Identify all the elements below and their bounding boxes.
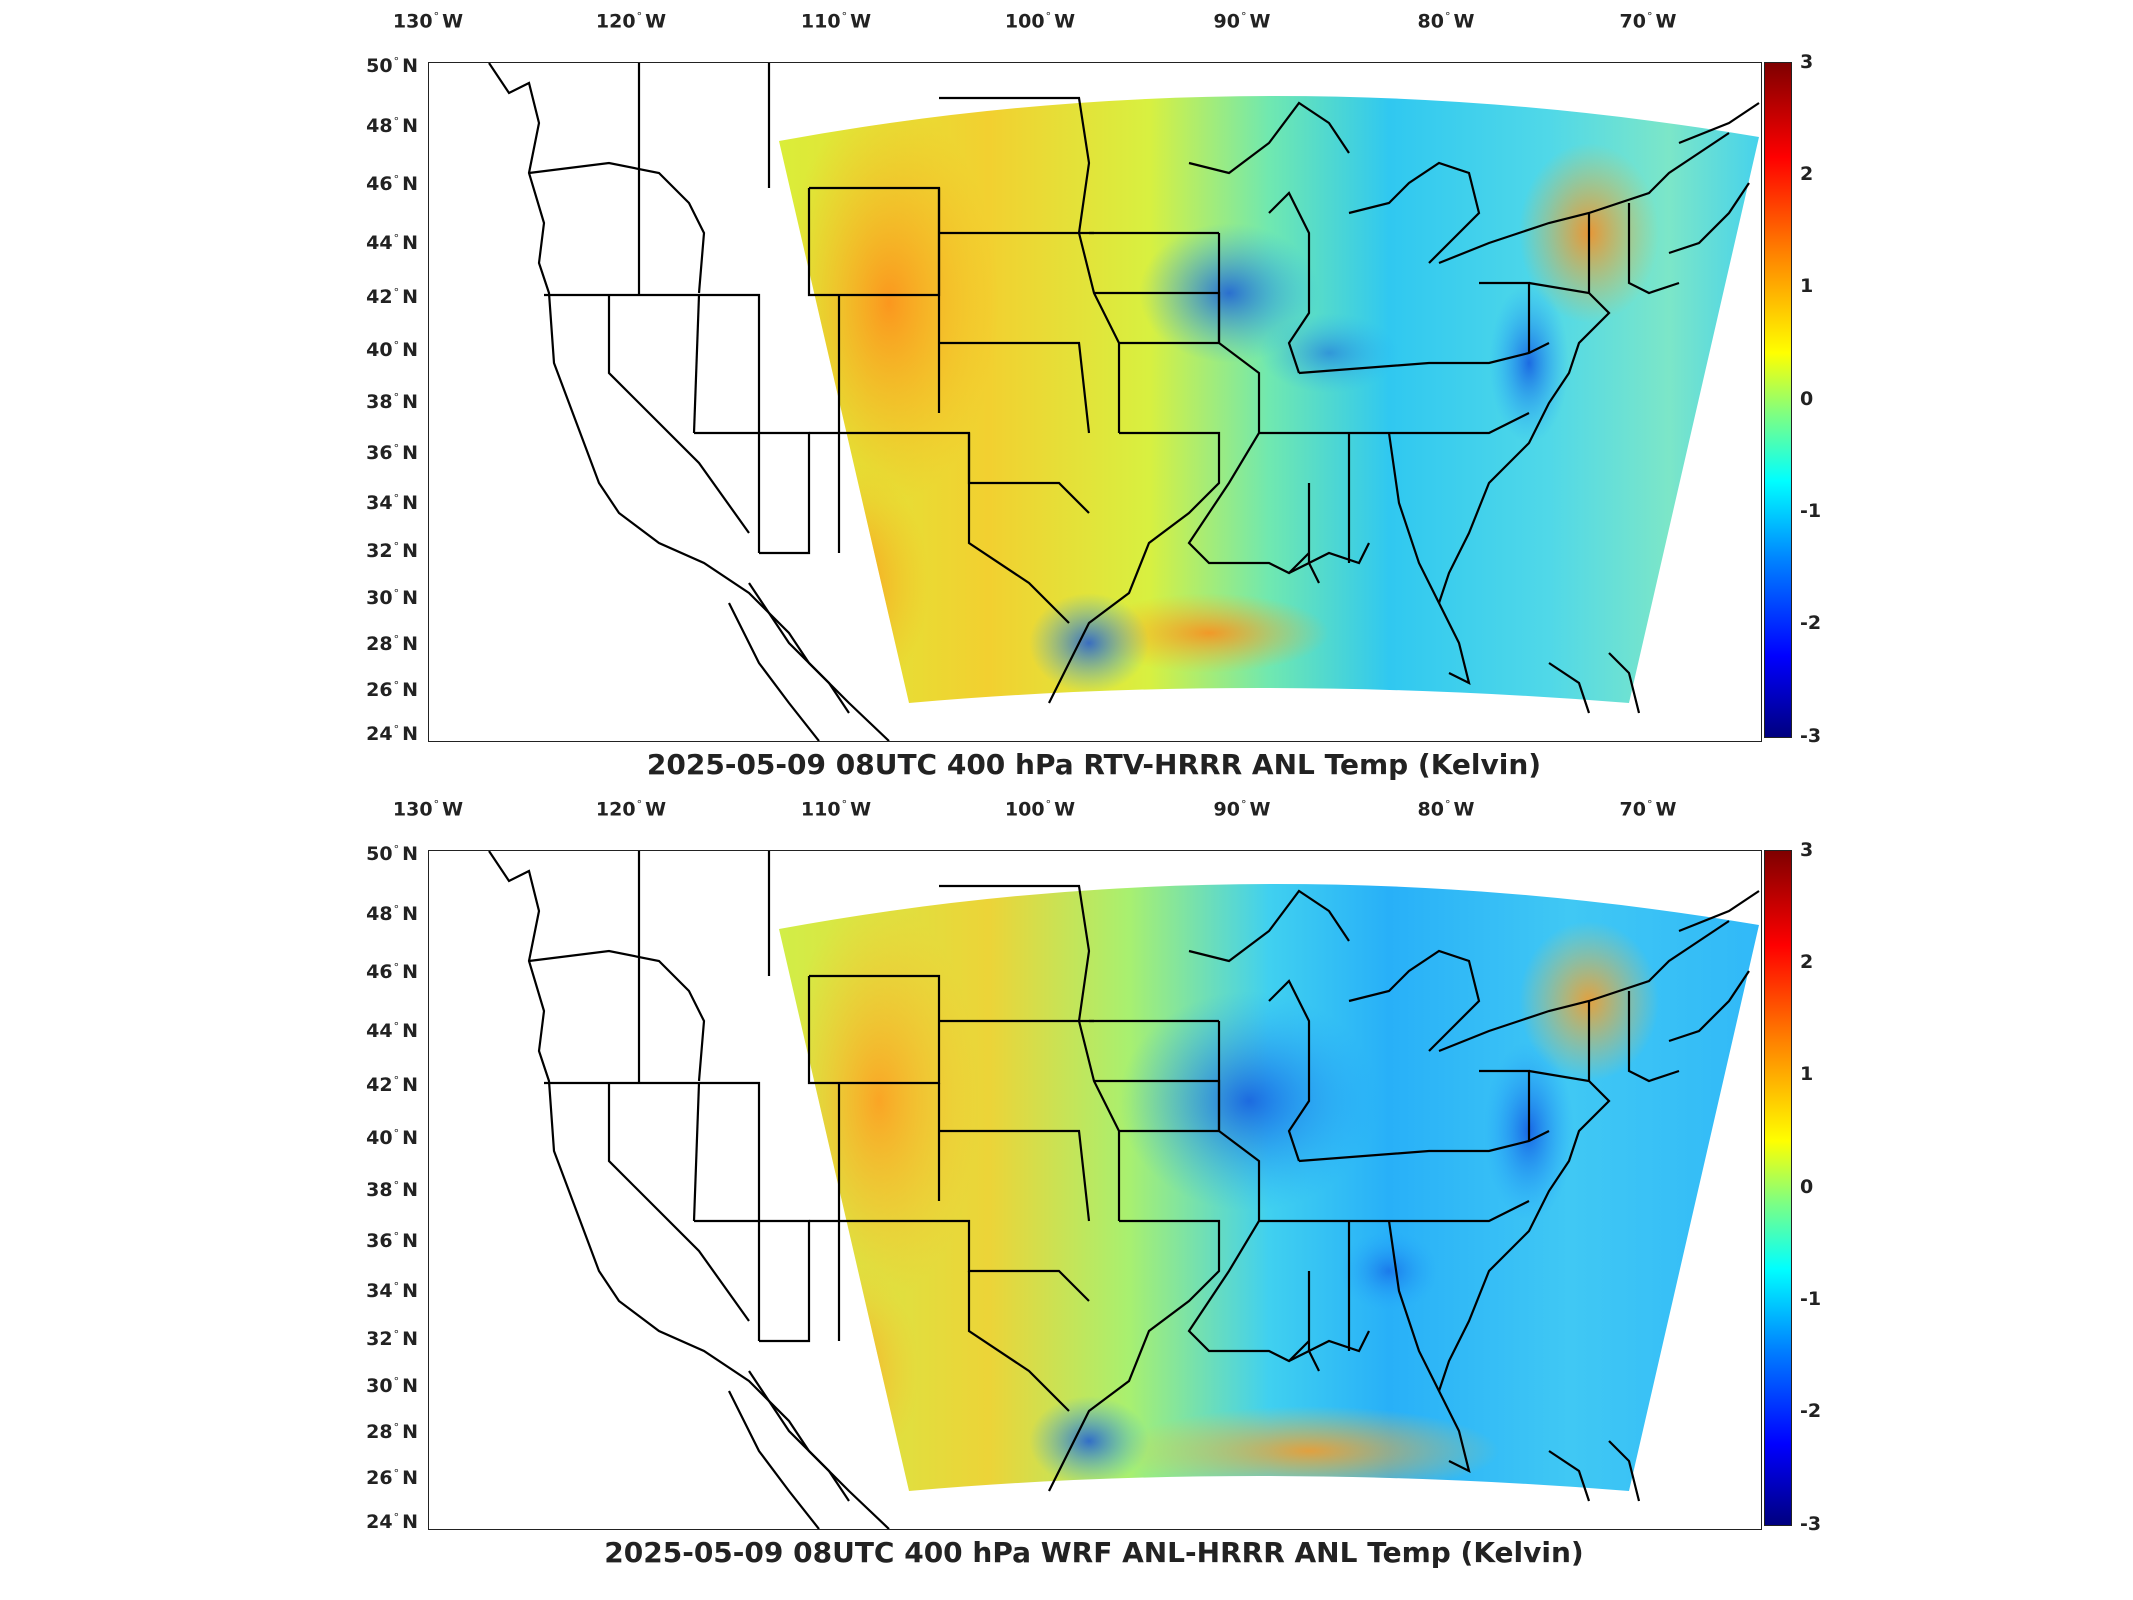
lat-tick: 40° N <box>366 1126 418 1150</box>
lon-tick: 70° W <box>1619 798 1677 821</box>
colorbar-label: -1 <box>1800 1288 1822 1310</box>
lat-tick: 26° N <box>366 678 418 702</box>
lat-tick: 46° N <box>366 960 418 984</box>
lon-tick: 120° W <box>595 798 667 821</box>
lat-tick: 38° N <box>366 1178 418 1202</box>
colorbar-label: 3 <box>1800 839 1814 861</box>
lon-tick: 90° W <box>1213 798 1271 821</box>
temperature-field <box>779 883 1759 1491</box>
colorbar-label: 1 <box>1800 1063 1814 1085</box>
lat-tick: 24° N <box>366 1510 418 1534</box>
lat-tick: 42° N <box>366 285 418 309</box>
lat-tick: 36° N <box>366 441 418 465</box>
colorbar-label: 3 <box>1800 51 1814 73</box>
lat-tick: 50° N <box>366 842 418 866</box>
lat-tick: 34° N <box>366 491 418 515</box>
map-outlines <box>488 851 1760 1529</box>
colorbar-label: -2 <box>1800 1400 1822 1422</box>
colorbar-label: -2 <box>1800 612 1822 634</box>
colorbar-label: 2 <box>1800 951 1814 973</box>
lat-tick: 30° N <box>366 1374 418 1398</box>
colorbar-label: 1 <box>1800 275 1814 297</box>
lon-tick: 130° W <box>392 798 464 821</box>
lat-tick: 44° N <box>366 1019 418 1043</box>
lat-tick: 28° N <box>366 1420 418 1444</box>
map-outlines <box>488 63 1760 741</box>
lat-tick: 46° N <box>366 172 418 196</box>
colorbar-label: -3 <box>1800 1513 1822 1535</box>
lat-tick: 26° N <box>366 1466 418 1490</box>
lat-tick: 36° N <box>366 1229 418 1253</box>
colorbar <box>1764 62 1792 738</box>
bottom-map-title: 2025-05-09 08UTC 400 hPa WRF ANL-HRRR AN… <box>604 1536 1584 1569</box>
lat-tick: 38° N <box>366 390 418 414</box>
top-map-title: 2025-05-09 08UTC 400 hPa RTV-HRRR ANL Te… <box>646 748 1542 781</box>
lon-tick: 100° W <box>1004 798 1076 821</box>
lat-tick: 34° N <box>366 1279 418 1303</box>
top-map <box>428 62 1762 742</box>
colorbar-label: 0 <box>1800 1176 1814 1198</box>
colorbar-label: -1 <box>1800 500 1822 522</box>
bottom-map-canvas <box>488 851 1760 1529</box>
lat-tick: 24° N <box>366 722 418 746</box>
lat-tick: 30° N <box>366 586 418 610</box>
colorbar-label: 0 <box>1800 388 1814 410</box>
colorbar-label: 2 <box>1800 163 1814 185</box>
lon-tick: 130° W <box>392 10 464 33</box>
lat-tick: 44° N <box>366 231 418 255</box>
temperature-field <box>779 95 1759 703</box>
lat-tick: 28° N <box>366 632 418 656</box>
lat-tick: 32° N <box>366 1327 418 1351</box>
lat-tick: 40° N <box>366 338 418 362</box>
lon-tick: 120° W <box>595 10 667 33</box>
lat-tick: 32° N <box>366 539 418 563</box>
lat-tick: 48° N <box>366 114 418 138</box>
lat-tick: 42° N <box>366 1073 418 1097</box>
lon-tick: 80° W <box>1417 798 1475 821</box>
lon-tick: 90° W <box>1213 10 1271 33</box>
lat-tick: 50° N <box>366 54 418 78</box>
top-map-canvas <box>488 63 1760 741</box>
bottom-map <box>428 850 1762 1530</box>
lon-tick: 80° W <box>1417 10 1475 33</box>
lon-tick: 100° W <box>1004 10 1076 33</box>
lon-tick: 110° W <box>800 798 872 821</box>
lon-tick: 110° W <box>800 10 872 33</box>
colorbar-label: -3 <box>1800 725 1822 747</box>
lon-tick: 70° W <box>1619 10 1677 33</box>
colorbar <box>1764 850 1792 1526</box>
lat-tick: 48° N <box>366 902 418 926</box>
